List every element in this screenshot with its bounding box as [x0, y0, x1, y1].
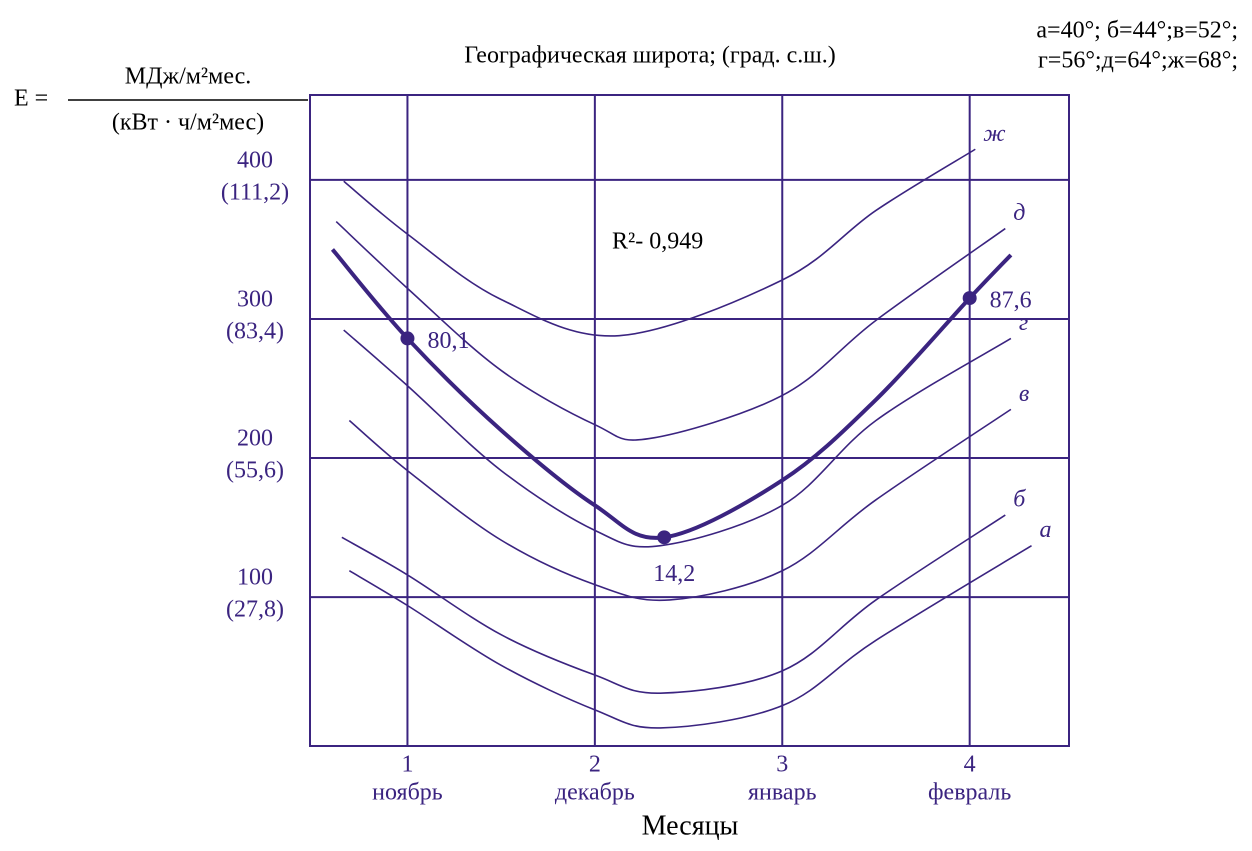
chart-title: Географическая широта; (град. с.ш.): [464, 43, 835, 69]
x-label: Месяцы: [642, 810, 739, 841]
x-tick-label: 2: [589, 752, 601, 778]
x-tick-label: 1: [401, 752, 413, 778]
curve: [348, 408, 1012, 602]
annotation: 14,2: [653, 561, 695, 587]
series-label: в: [1019, 381, 1029, 407]
r2-note: R²- 0,949: [612, 229, 703, 255]
y-tick-label: 300: [237, 286, 273, 312]
y-tick-sublabel: (55,6): [226, 458, 284, 484]
curve: [343, 148, 976, 337]
x-tick-sublabel: декабрь: [555, 780, 635, 806]
y-tick-label: 400: [237, 147, 273, 173]
y-label: (кВт · ч/м²мес): [112, 110, 264, 136]
y-tick-label: 200: [237, 426, 273, 452]
annotation: 80,1: [427, 328, 469, 354]
x-tick-sublabel: февраль: [928, 780, 1011, 806]
curve: [335, 220, 1006, 441]
series-label: б: [1013, 487, 1026, 513]
series-label: ж: [983, 121, 1005, 147]
curve: [341, 514, 1006, 694]
plot-frame: [309, 94, 1070, 747]
x-tick-sublabel: ноябрь: [372, 780, 443, 806]
series-label: г: [1019, 310, 1028, 336]
curve: [343, 329, 1012, 548]
annotation: 87,6: [990, 288, 1032, 314]
legend-note: г=56°;д=64°;ж=68°;: [1038, 48, 1238, 74]
curve: [330, 248, 1013, 540]
series-label: д: [1013, 200, 1025, 226]
y-label: МДж/м²мес.: [125, 64, 251, 90]
legend-note: а=40°; б=44°;в=52°;: [1036, 18, 1238, 44]
y-label: E =: [14, 86, 48, 112]
y-tick-sublabel: (111,2): [221, 179, 289, 205]
x-tick-sublabel: январь: [748, 780, 817, 806]
y-tick-label: 100: [237, 565, 273, 591]
marker: [657, 530, 672, 545]
x-tick-label: 4: [964, 752, 976, 778]
x-tick-label: 3: [776, 752, 788, 778]
y-tick-sublabel: (27,8): [226, 597, 284, 623]
marker: [400, 331, 415, 346]
y-tick-sublabel: (83,4): [226, 318, 284, 344]
curve: [348, 545, 1032, 729]
marker: [962, 291, 977, 306]
series-label: а: [1040, 517, 1052, 543]
